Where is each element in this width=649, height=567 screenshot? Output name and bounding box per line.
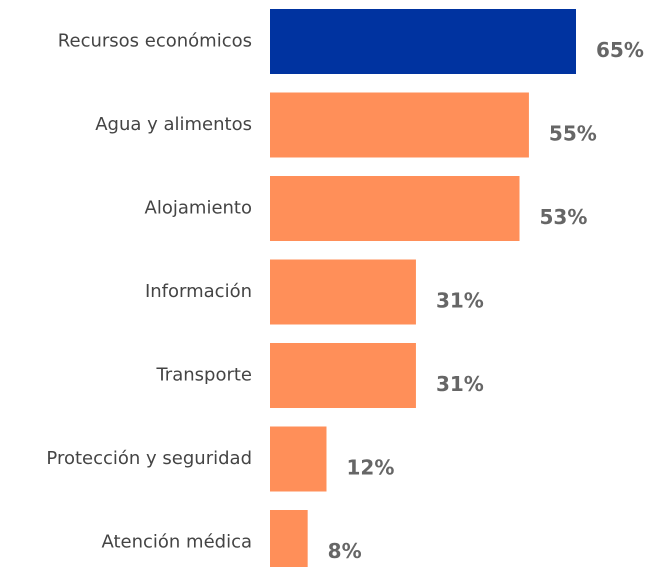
bar [270,92,529,158]
bar [270,343,416,408]
value-label: 31% [436,372,484,396]
category-label: Atención médica [101,532,252,553]
category-label: Agua y alimentos [95,114,252,135]
category-label: Información [145,281,252,302]
category-label: Transporte [155,365,252,386]
bar [270,510,308,567]
bar [270,259,416,325]
value-label: 55% [549,122,597,146]
value-label: 53% [540,205,588,229]
category-label: Alojamiento [145,198,252,219]
value-label: 12% [346,456,394,480]
category-label: Recursos económicos [58,31,252,52]
value-label: 31% [436,289,484,313]
bar [270,9,576,74]
value-label: 65% [596,38,644,62]
category-label: Protección y seguridad [46,448,252,469]
bar [270,426,327,492]
bar [270,176,520,241]
value-label: 8% [328,539,362,563]
